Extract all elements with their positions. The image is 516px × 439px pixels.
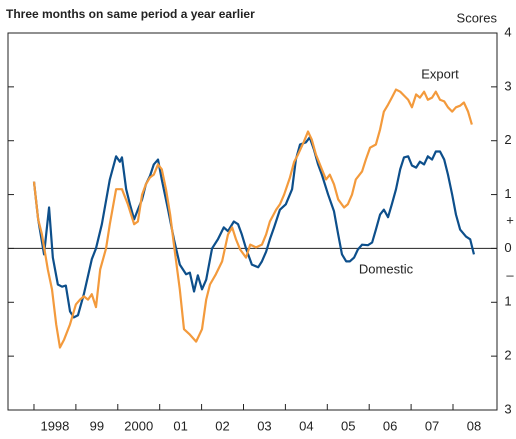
annotation: +	[506, 212, 514, 227]
x-tick-label: 02	[215, 418, 229, 433]
y-axis-label: Scores	[457, 10, 498, 25]
x-tick-label: 03	[257, 418, 271, 433]
x-tick-label: 08	[467, 418, 481, 433]
annotation: Domestic	[359, 261, 414, 276]
x-tick-label: 06	[383, 418, 397, 433]
y-tick-label: 2	[504, 132, 511, 147]
x-tick-label: 07	[425, 418, 439, 433]
y-tick-label: 1	[504, 186, 511, 201]
y-tick-label: 3	[504, 78, 511, 93]
annotation: Export	[421, 66, 459, 81]
y-tick-label: 3	[504, 401, 511, 416]
y-tick-label: 0	[504, 240, 511, 255]
x-tick-label: 01	[173, 418, 187, 433]
x-tick-label: 99	[90, 418, 104, 433]
y-tick-label: 1	[504, 294, 511, 309]
x-tick-label: 1998	[40, 418, 69, 433]
x-tick-label: 05	[341, 418, 355, 433]
y-tick-label: 2	[504, 348, 511, 363]
plot-frame	[7, 32, 498, 411]
y-tick-label: 4	[504, 24, 511, 39]
x-tick-label: 04	[299, 418, 313, 433]
series-line	[32, 88, 473, 349]
annotation: –	[506, 267, 514, 282]
series-line	[32, 136, 476, 319]
chart-title: Three months on same period a year earli…	[6, 7, 255, 21]
x-tick-label: 2000	[124, 418, 153, 433]
